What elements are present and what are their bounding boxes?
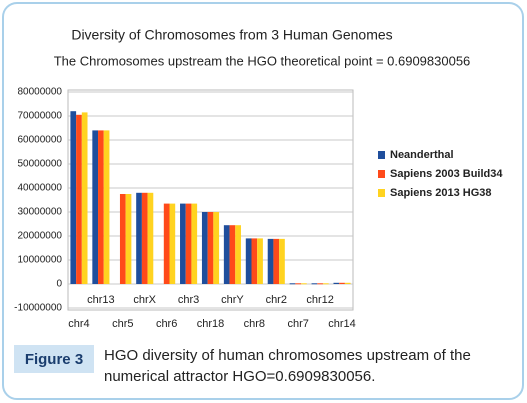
x-tick-label: chr8 — [244, 318, 265, 330]
x-tick-label: chrX — [133, 294, 156, 306]
legend-label: Sapiens 2003 Build34 — [390, 168, 503, 180]
bar — [70, 111, 77, 284]
y-tick-label: -10000000 — [14, 303, 62, 314]
bar — [163, 203, 170, 284]
bar — [223, 225, 230, 284]
bar — [136, 192, 142, 284]
bar — [301, 283, 307, 285]
bar — [317, 283, 323, 285]
caption-line: HGO diversity of human chromosomes upstr… — [104, 347, 471, 364]
x-tick-label: chr18 — [197, 318, 225, 330]
bar — [279, 238, 285, 284]
bar — [76, 114, 82, 284]
y-tick-label: 40000000 — [18, 183, 63, 194]
y-tick-label: 10000000 — [18, 255, 63, 266]
x-tick-label: chr3 — [178, 294, 199, 306]
x-tick-label: chr7 — [287, 318, 308, 330]
legend-swatch — [378, 151, 385, 159]
y-tick-label: 30000000 — [18, 207, 63, 218]
bar — [92, 130, 99, 284]
x-tick-label: chr14 — [328, 318, 356, 330]
legend-swatch — [378, 170, 385, 178]
bar — [213, 212, 220, 284]
bar — [98, 130, 104, 284]
y-tick-label: 0 — [56, 279, 62, 290]
figure-frame — [2, 2, 524, 400]
y-tick-label: 70000000 — [18, 111, 63, 122]
x-tick-label: chr6 — [156, 318, 177, 330]
bar — [267, 238, 274, 284]
y-tick-label: 20000000 — [18, 231, 63, 242]
bar — [147, 192, 154, 284]
bar — [125, 194, 132, 284]
y-tick-label: 60000000 — [18, 135, 63, 146]
bar — [141, 192, 148, 284]
bar — [119, 194, 126, 284]
bar — [180, 203, 186, 284]
legend-label: Sapiens 2013 HG38 — [390, 187, 492, 199]
bar — [289, 283, 296, 285]
bar — [201, 212, 208, 284]
bar — [229, 225, 236, 284]
legend-swatch — [378, 189, 385, 197]
y-tick-label: 50000000 — [18, 159, 63, 170]
caption-line: numerical attractor HGO=0.6909830056. — [104, 368, 375, 385]
x-tick-label: chr5 — [112, 318, 133, 330]
bar — [295, 283, 302, 285]
x-tick-label: chr2 — [266, 294, 287, 306]
bar — [81, 112, 88, 285]
chart-title: Diversity of Chromosomes from 3 Human Ge… — [71, 27, 392, 43]
figure-label: Figure 3 — [25, 351, 83, 368]
bar — [273, 238, 280, 284]
bar — [333, 282, 340, 284]
bar — [235, 225, 241, 284]
x-tick-label: chr13 — [87, 294, 115, 306]
bar — [169, 203, 176, 284]
bar — [207, 212, 214, 284]
bar — [185, 203, 192, 284]
x-tick-label: chr12 — [306, 294, 334, 306]
bar — [339, 282, 345, 284]
x-tick-label: chr4 — [68, 318, 89, 330]
x-tick-label: chrY — [221, 294, 244, 306]
chart-subtitle: The Chromosomes upstream the HGO theoret… — [54, 53, 471, 68]
bar — [344, 282, 351, 284]
y-tick-label: 80000000 — [18, 87, 63, 98]
bar — [103, 130, 110, 284]
bar — [322, 283, 329, 285]
plot-frame — [67, 89, 354, 311]
legend-label: Neanderthal — [390, 149, 454, 161]
bar — [245, 238, 252, 284]
bar — [257, 238, 263, 284]
bar — [251, 238, 258, 284]
figure-label-box — [14, 345, 94, 373]
bar — [311, 283, 318, 285]
bar — [191, 203, 198, 284]
